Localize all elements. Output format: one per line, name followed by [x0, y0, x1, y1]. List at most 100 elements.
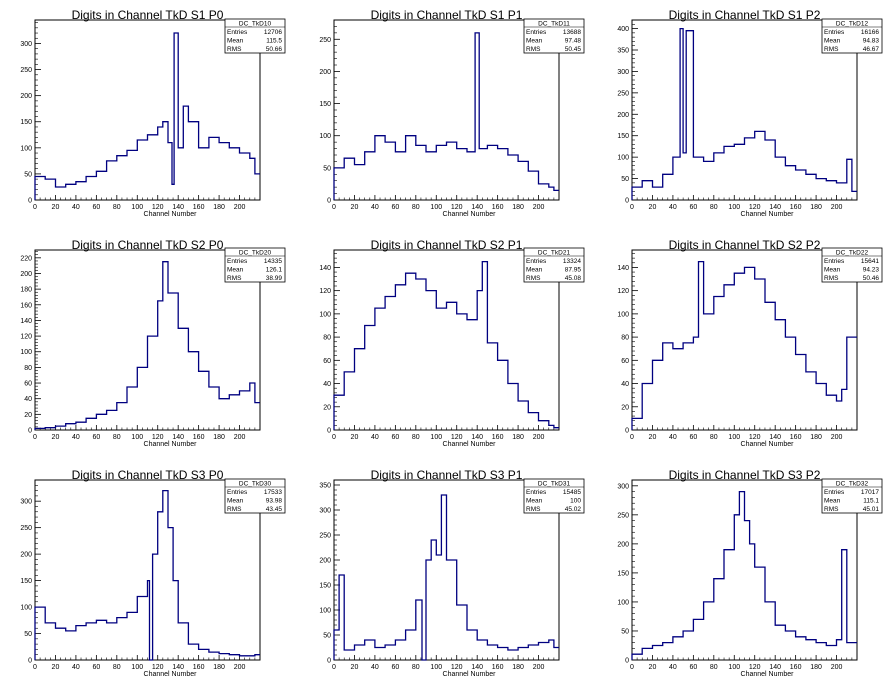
- panel-title: Digits in Channel TkD S2 P1: [371, 238, 523, 252]
- y-tick-label: 0: [327, 198, 331, 205]
- x-tick-label: 120: [749, 664, 761, 671]
- y-tick-label: 160: [20, 302, 32, 309]
- stats-entries-label: Entries: [824, 489, 845, 496]
- x-tick-label: 140: [769, 664, 781, 671]
- histogram-panel-5: Digits in Channel TkD S2 P1 0 20 40 60 80 100 1…: [319, 238, 585, 448]
- y-tick-label: 100: [20, 349, 32, 356]
- stats-entries-value: 15485: [563, 489, 581, 496]
- y-tick-label: 300: [20, 41, 32, 48]
- x-tick-label: 80: [113, 664, 121, 671]
- histogram-line: [631, 260, 857, 430]
- stats-rms-value: 45.02: [565, 506, 582, 513]
- x-tick-label: 100: [430, 664, 442, 671]
- stats-rms-label: RMS: [526, 506, 541, 513]
- x-axis-label: Channel Number: [144, 211, 198, 218]
- y-tick-label: 0: [28, 658, 32, 665]
- stats-entries-value: 14335: [264, 258, 282, 265]
- stats-mean-label: Mean: [227, 267, 244, 274]
- x-tick-label: 20: [351, 434, 359, 441]
- x-tick-label: 200: [533, 204, 545, 211]
- y-tick-label: 50: [24, 631, 32, 638]
- y-tick-label: 250: [319, 533, 331, 540]
- y-tick-label: 100: [617, 311, 629, 318]
- stats-name: DC_TkD11: [538, 21, 570, 28]
- x-tick-label: 140: [471, 664, 483, 671]
- histogram-line: [333, 494, 559, 661]
- x-tick-label: 120: [451, 204, 463, 211]
- x-tick-label: 0: [332, 664, 336, 671]
- y-tick-label: 150: [20, 578, 32, 585]
- panel-title: Digits in Channel TkD S1 P0: [72, 8, 224, 22]
- stats-rms-label: RMS: [526, 46, 541, 53]
- stats-name: DC_TkD20: [239, 250, 272, 257]
- stats-box-frame: [821, 18, 883, 54]
- x-axis-label: Channel Number: [443, 211, 497, 218]
- x-tick-label: 40: [669, 434, 677, 441]
- x-tick-label: 20: [52, 204, 60, 211]
- y-tick-label: 300: [20, 499, 32, 506]
- x-tick-label: 100: [131, 204, 143, 211]
- stats-entries-label: Entries: [227, 29, 248, 36]
- stats-mean-label: Mean: [526, 267, 543, 274]
- y-tick-label: 220: [20, 255, 32, 262]
- x-tick-label: 0: [630, 204, 634, 211]
- y-tick-label: 120: [20, 334, 32, 341]
- y-tick-label: 100: [319, 608, 331, 615]
- x-tick-label: 200: [831, 434, 843, 441]
- y-tick-label: 0: [625, 198, 629, 205]
- stats-entries-label: Entries: [824, 29, 845, 36]
- stats-name: DC_TkD12: [836, 21, 869, 28]
- stats-mean-label: Mean: [526, 498, 543, 505]
- stats-mean-label: Mean: [824, 498, 841, 505]
- x-tick-label: 160: [193, 204, 205, 211]
- x-tick-label: 40: [371, 204, 379, 211]
- x-axis-label: Channel Number: [741, 441, 795, 448]
- y-tick-label: 120: [617, 288, 629, 295]
- y-tick-label: 250: [20, 525, 32, 532]
- x-tick-label: 180: [512, 664, 524, 671]
- stats-mean-value: 115.1: [863, 498, 879, 505]
- x-tick-label: 60: [92, 204, 100, 211]
- panel-title: Digits in Channel TkD S2 P0: [72, 238, 224, 252]
- x-tick-label: 40: [72, 664, 80, 671]
- x-tick-label: 140: [769, 434, 781, 441]
- y-tick-label: 100: [617, 599, 629, 606]
- y-tick-label: 0: [327, 428, 331, 435]
- x-tick-label: 0: [33, 434, 37, 441]
- stats-box-frame: [523, 478, 585, 514]
- y-tick-label: 200: [319, 69, 331, 76]
- x-tick-label: 60: [92, 434, 100, 441]
- stats-rms-value: 45.08: [565, 275, 582, 282]
- stats-mean-label: Mean: [227, 498, 244, 505]
- stats-mean-value: 93.98: [266, 498, 283, 505]
- y-tick-label: 100: [617, 155, 629, 162]
- panel-title: Digits in Channel TkD S1 P2: [669, 8, 821, 22]
- x-tick-label: 120: [451, 664, 463, 671]
- x-tick-label: 100: [430, 204, 442, 211]
- y-tick-label: 50: [621, 176, 629, 183]
- x-tick-label: 160: [492, 204, 504, 211]
- x-tick-label: 140: [172, 434, 184, 441]
- y-tick-label: 150: [617, 133, 629, 140]
- y-tick-label: 120: [319, 288, 331, 295]
- panel-title: Digits in Channel TkD S3 P0: [72, 468, 224, 482]
- stats-entries-value: 12706: [264, 29, 282, 36]
- stats-entries-value: 17533: [264, 489, 282, 496]
- histogram-line: [34, 489, 260, 661]
- y-tick-label: 0: [28, 198, 32, 205]
- x-tick-label: 20: [649, 664, 657, 671]
- y-tick-label: 300: [319, 508, 331, 515]
- y-tick-label: 100: [20, 605, 32, 612]
- stats-name: DC_TkD31: [538, 481, 571, 488]
- x-tick-label: 160: [492, 664, 504, 671]
- x-tick-label: 20: [52, 434, 60, 441]
- y-tick-label: 140: [617, 265, 629, 272]
- y-tick-label: 200: [617, 541, 629, 548]
- stats-name: DC_TkD21: [538, 250, 571, 257]
- stats-entries-value: 15641: [861, 258, 879, 265]
- histogram-line: [333, 32, 559, 200]
